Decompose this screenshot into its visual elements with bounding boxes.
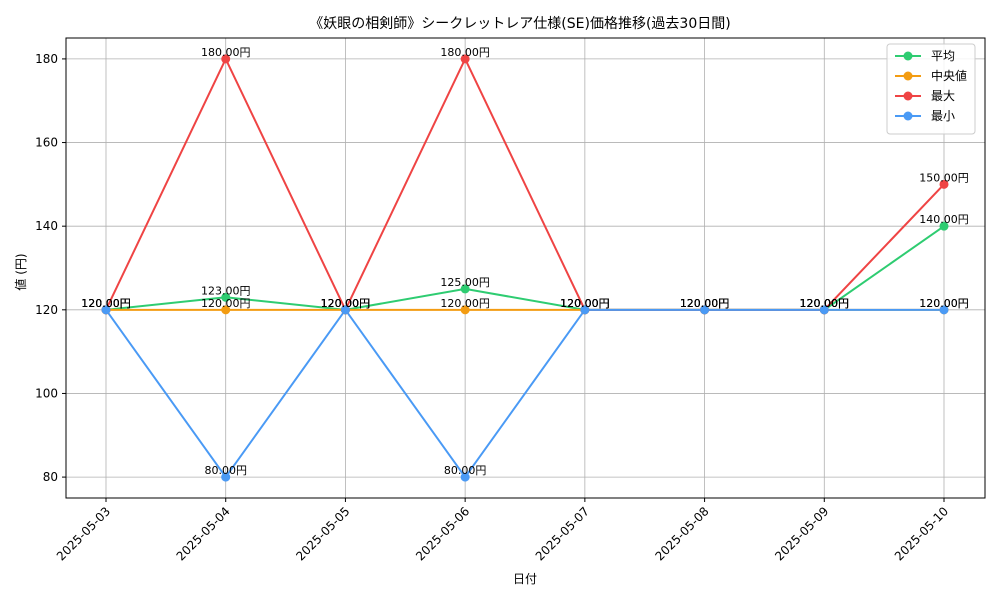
y-tick-label: 100 [35, 386, 58, 400]
x-tick-label: 2025-05-07 [533, 504, 592, 563]
y-tick-label: 180 [35, 52, 58, 66]
x-tick-label: 2025-05-03 [54, 504, 113, 563]
data-label: 120.00円 [560, 297, 610, 310]
data-point [939, 305, 949, 315]
data-point [460, 472, 470, 482]
data-point [340, 305, 350, 315]
legend-marker [903, 91, 913, 101]
data-label: 123.00円 [201, 284, 251, 297]
y-tick-label: 120 [35, 303, 58, 317]
data-label: 120.00円 [919, 297, 969, 310]
legend-label: 中央値 [931, 68, 967, 83]
data-label: 120.00円 [800, 297, 850, 310]
x-axis-title: 日付 [513, 572, 537, 586]
data-point [221, 472, 231, 482]
data-point [939, 179, 949, 189]
legend-marker [903, 51, 913, 61]
legend-label: 最大 [931, 89, 955, 103]
data-label: 180.00円 [440, 46, 490, 59]
data-label: 120.00円 [81, 297, 131, 310]
data-point [460, 284, 470, 294]
data-label: 150.00円 [919, 171, 969, 184]
data-point [819, 305, 829, 315]
data-label: 140.00円 [919, 213, 969, 226]
series-lines [105, 56, 945, 479]
data-label: 125.00円 [440, 276, 490, 289]
series-line [105, 56, 945, 313]
data-point [221, 292, 231, 302]
x-tick-label: 2025-05-06 [413, 504, 472, 563]
data-label: 120.00円 [321, 297, 371, 310]
data-point [700, 305, 710, 315]
chart-title: 《妖眼の相剣師》シークレットレア仕様(SE)価格推移(過去30日間) [309, 16, 730, 32]
data-label: 120.00円 [81, 297, 131, 310]
legend-label: 最小 [931, 109, 955, 123]
data-point [221, 54, 231, 64]
data-label: 120.00円 [321, 297, 371, 310]
data-point [580, 305, 590, 315]
series-line [105, 308, 944, 479]
data-label: 80.00円 [444, 464, 487, 477]
data-point [460, 305, 470, 315]
data-label: 120.00円 [800, 297, 850, 310]
data-label: 120.00円 [800, 297, 850, 310]
y-tick-label: 160 [35, 136, 58, 150]
data-label: 120.00円 [560, 297, 610, 310]
data-label: 120.00円 [560, 297, 610, 310]
legend-box [886, 43, 976, 135]
legend-marker [903, 71, 913, 81]
y-tick-label: 140 [35, 219, 58, 233]
y-tick-label: 80 [43, 470, 58, 484]
x-tick-label: 2025-05-10 [892, 504, 951, 563]
data-point [221, 305, 231, 315]
data-point [460, 54, 470, 64]
legend-marker [903, 111, 913, 121]
data-label: 120.00円 [680, 297, 730, 310]
data-label: 120.00円 [321, 297, 371, 310]
data-label: 120.00円 [81, 297, 131, 310]
data-label: 180.00円 [201, 46, 251, 59]
data-label: 120.00円 [560, 297, 610, 310]
data-label: 120.00円 [321, 297, 371, 310]
plot-frame [65, 37, 986, 499]
data-point [939, 221, 949, 231]
data-label: 120.00円 [800, 297, 850, 310]
data-label: 120.00円 [919, 297, 969, 310]
y-axis-title: 値 (円) [13, 253, 28, 290]
legend-label: 平均 [931, 49, 955, 63]
data-label: 120.00円 [440, 297, 490, 310]
x-axis-ticks: 2025-05-03 2025-05-04 2025-05-05 2025-05-06… [54, 498, 951, 563]
y-axis-ticks: 80 100 120 140 160 180 [35, 52, 66, 484]
data-label: 120.00円 [201, 297, 251, 310]
data-point [101, 305, 111, 315]
data-label: 120.00円 [680, 297, 730, 310]
data-label: 120.00円 [81, 297, 131, 310]
x-tick-label: 2025-05-08 [652, 504, 711, 563]
x-tick-label: 2025-05-09 [772, 504, 831, 563]
data-label: 120.00円 [680, 297, 730, 310]
x-tick-label: 2025-05-04 [174, 504, 233, 563]
x-tick-label: 2025-05-05 [293, 504, 352, 563]
data-label: 80.00円 [204, 464, 247, 477]
data-label: 120.00円 [680, 297, 730, 310]
data-points [101, 54, 949, 482]
